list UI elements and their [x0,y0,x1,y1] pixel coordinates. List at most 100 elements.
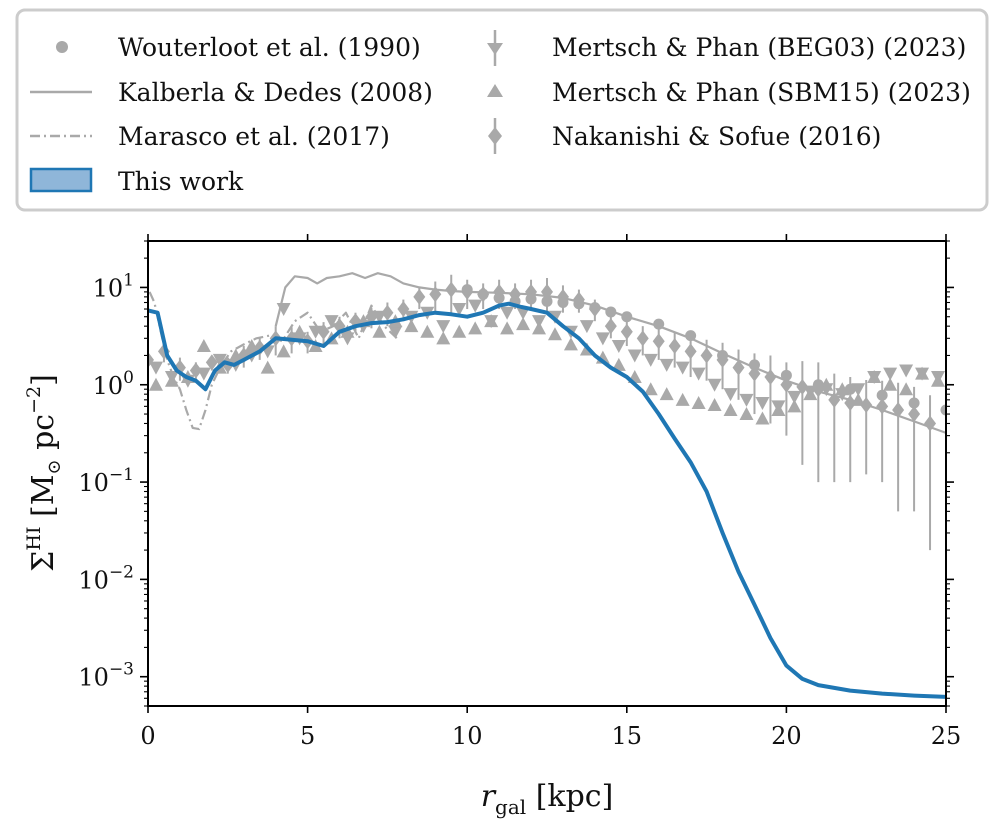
legend-label-sbm15: Mertsch & Phan (SBM15) (2023) [552,78,971,107]
point-nakanishi-sofue-2016 [429,286,442,303]
point-wouterloot-et-al-1990 [717,349,729,361]
point-wouterloot-et-al-1990 [541,295,553,307]
legend-marker-nakanishi [488,118,502,154]
point-wouterloot-et-al-1990 [748,359,760,371]
point-mertsch-phan-beg03-2023 [148,361,163,375]
point-mertsch-phan-sbm15-2023 [500,321,515,335]
point-mertsch-phan-sbm15-2023 [771,403,786,417]
point-nakanishi-sofue-2016 [652,333,665,350]
x-tick-label: 5 [300,722,315,750]
point-nakanishi-sofue-2016 [317,323,330,340]
point-nakanishi-sofue-2016 [445,281,458,298]
x-tick-label: 0 [140,722,155,750]
point-wouterloot-et-al-1990 [557,297,569,309]
legend-label-wouterloot: Wouterloot et al. (1990) [118,33,421,62]
point-mertsch-phan-beg03-2023 [308,325,323,339]
point-nakanishi-sofue-2016 [908,406,921,423]
point-nakanishi-sofue-2016 [604,318,617,335]
point-nakanishi-sofue-2016 [684,343,697,360]
series-line-this-work [148,301,946,699]
point-mertsch-phan-beg03-2023 [452,303,467,317]
point-mertsch-phan-beg03-2023 [500,306,515,320]
point-mertsch-phan-beg03-2023 [595,332,610,346]
point-wouterloot-et-al-1990 [876,389,888,401]
point-wouterloot-et-al-1990 [621,311,633,323]
point-mertsch-phan-sbm15-2023 [707,397,722,411]
point-mertsch-phan-sbm15-2023 [915,366,930,380]
point-mertsch-phan-sbm15-2023 [659,387,674,401]
point-mertsch-phan-sbm15-2023 [484,314,499,328]
plot-frame [147,240,947,707]
point-mertsch-phan-beg03-2023 [787,390,802,404]
point-mertsch-phan-beg03-2023 [611,340,626,354]
y-tick-label: 100 [93,368,134,400]
y-tick-label: 10−2 [78,562,134,594]
point-mertsch-phan-beg03-2023 [468,299,483,313]
point-nakanishi-sofue-2016 [668,338,681,355]
point-nakanishi-sofue-2016 [636,330,649,347]
point-wouterloot-et-al-1990 [653,318,665,330]
series-line-kalberla-dedes-2008 [274,272,946,434]
point-nakanishi-sofue-2016 [381,304,394,321]
point-mertsch-phan-sbm15-2023 [452,324,467,338]
point-wouterloot-et-al-1990 [940,404,946,416]
point-mertsch-phan-beg03-2023 [388,325,403,339]
point-mertsch-phan-beg03-2023 [691,367,706,381]
point-mertsch-phan-sbm15-2023 [164,373,179,387]
point-wouterloot-et-al-1990 [908,397,920,409]
point-mertsch-phan-sbm15-2023 [787,399,802,413]
point-mertsch-phan-sbm15-2023 [148,377,163,391]
point-wouterloot-et-al-1990 [812,379,824,391]
point-nakanishi-sofue-2016 [620,323,633,340]
point-mertsch-phan-beg03-2023 [579,320,594,334]
point-mertsch-phan-sbm15-2023 [372,324,387,338]
point-mertsch-phan-sbm15-2023 [691,395,706,409]
point-mertsch-phan-sbm15-2023 [468,321,483,335]
y-tick-label: 10−3 [78,660,134,692]
point-nakanishi-sofue-2016 [828,391,841,408]
legend-label-kalberla: Kalberla & Dedes (2008) [118,78,433,107]
point-mertsch-phan-sbm15-2023 [643,382,658,396]
series-line-marasco-et-al-2017 [148,291,398,431]
point-mertsch-phan-sbm15-2023 [867,370,882,384]
x-ticks: 0 5 10 15 20 25 [140,234,961,750]
point-mertsch-phan-sbm15-2023 [755,411,770,425]
point-nakanishi-sofue-2016 [764,369,777,386]
point-mertsch-phan-beg03-2023 [899,364,914,378]
legend-marker-this-work [29,167,93,193]
point-mertsch-phan-beg03-2023 [627,349,642,363]
y-axis-label: ΣHI [M⊙ pc−2] [23,374,65,572]
point-mertsch-phan-sbm15-2023 [803,387,818,401]
point-nakanishi-sofue-2016 [541,283,553,300]
point-nakanishi-sofue-2016 [924,415,937,432]
point-wouterloot-et-al-1990 [605,306,617,318]
point-mertsch-phan-sbm15-2023 [532,321,547,335]
point-nakanishi-sofue-2016 [876,398,889,415]
point-nakanishi-sofue-2016 [365,308,378,325]
legend-marker-wouterloot [56,41,68,53]
point-mertsch-phan-sbm15-2023 [436,331,451,345]
legend-label-this-work: This work [118,167,244,196]
point-mertsch-phan-beg03-2023 [436,320,451,334]
point-mertsch-phan-beg03-2023 [643,353,658,367]
point-mertsch-phan-sbm15-2023 [723,403,738,417]
point-mertsch-phan-sbm15-2023 [675,392,690,406]
point-mertsch-phan-sbm15-2023 [931,373,946,387]
point-nakanishi-sofue-2016 [700,347,713,364]
point-mertsch-phan-sbm15-2023 [228,348,243,362]
x-axis-label: rgal [kpc] [481,779,614,819]
point-mertsch-phan-sbm15-2023 [420,324,435,338]
point-mertsch-phan-sbm15-2023 [404,319,419,333]
x-tick-label: 15 [612,722,643,750]
point-wouterloot-et-al-1990 [525,293,537,305]
legend-label-nakanishi: Nakanishi & Sofue (2016) [552,122,881,151]
x-tick-label: 10 [452,722,483,750]
point-nakanishi-sofue-2016 [397,301,410,318]
x-tick-label: 25 [931,722,962,750]
point-mertsch-phan-beg03-2023 [212,353,227,367]
point-nakanishi-sofue-2016 [892,402,905,419]
legend-label-beg03: Mertsch & Phan (BEG03) (2023) [552,33,966,62]
point-wouterloot-et-al-1990 [685,330,697,342]
point-mertsch-phan-sbm15-2023 [563,337,578,351]
